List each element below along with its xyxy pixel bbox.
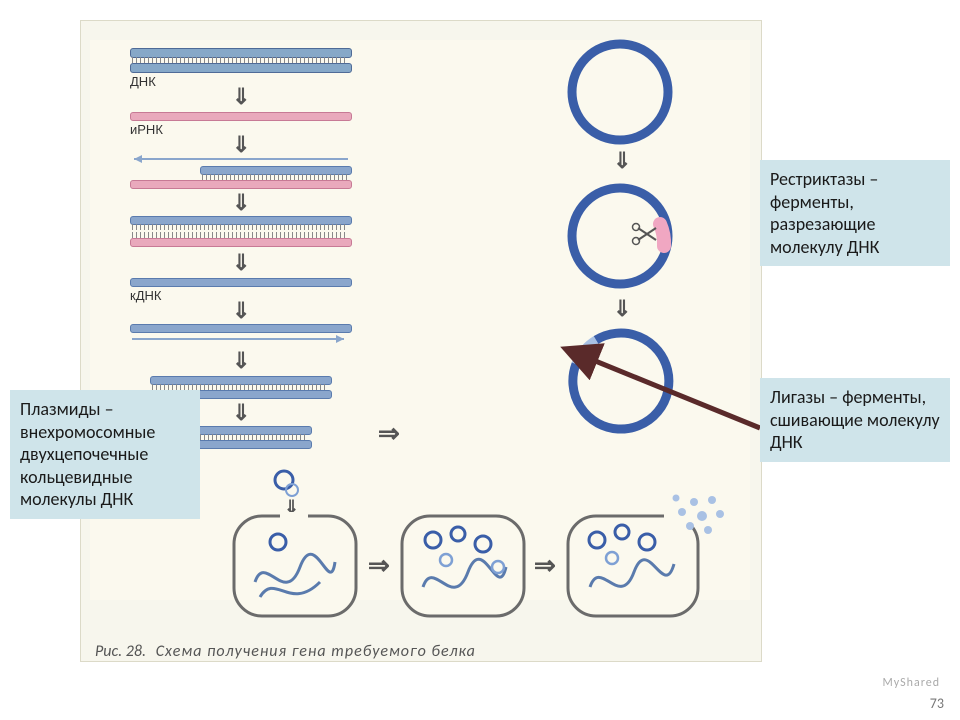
- bacterium-cell-1: [230, 512, 360, 620]
- callout-ligazy: Лигазы – ферменты, сшивающие молекулу ДН…: [760, 378, 950, 462]
- plasmid-down-arrow-1: ⇓: [613, 150, 631, 172]
- cell-arrow-2: ⇒: [534, 552, 556, 578]
- cdna-single: [130, 278, 352, 287]
- down-arrow-2: ⇓: [232, 134, 250, 156]
- caption-text: Схема получения гена требуемого белка: [156, 642, 476, 661]
- figure-caption: Рис. 28. Схема получения гена требуемого…: [95, 642, 476, 661]
- dsep-teeth-bottom: [132, 232, 348, 238]
- down-arrow-5: ⇓: [232, 300, 250, 322]
- rt-arrow-icon: [130, 154, 350, 164]
- plasmid-intact: [560, 32, 680, 152]
- down-arrow-4: ⇓: [232, 252, 250, 274]
- insert-to-plasmid-arrow: ⇒: [378, 420, 400, 446]
- caption-prefix: Рис. 28.: [95, 642, 146, 661]
- slide-number: 73: [930, 695, 944, 712]
- cell-arrow-1: ⇒: [368, 552, 390, 578]
- down-arrow-3: ⇓: [232, 192, 250, 214]
- label-kdnk: кДНК: [130, 288, 161, 303]
- pol-arrow-icon: [130, 333, 350, 345]
- down-arrow-7: ⇓: [232, 402, 250, 424]
- bacterium-cell-3: [562, 492, 732, 622]
- label-irnk: иРНК: [130, 122, 163, 137]
- dna-strand-bottom: [130, 63, 352, 73]
- down-arrow-1: ⇓: [232, 86, 250, 108]
- plasmid-cut: [560, 176, 700, 296]
- dsep-teeth-top: [132, 224, 348, 230]
- dsep-bottom: [130, 238, 352, 247]
- down-arrow-6: ⇓: [232, 350, 250, 372]
- plasmid-down-arrow-2: ⇓: [613, 298, 631, 320]
- ligazy-pointer-arrow: [560, 340, 770, 440]
- mrna-template-strand: [130, 180, 352, 189]
- label-dnk: ДНК: [130, 74, 156, 89]
- callout-plazmidy: Плазмиды – внехромосомные двухцепочечные…: [10, 390, 200, 519]
- cdna-arrow-top: [130, 324, 352, 333]
- mrna-strand: [130, 112, 352, 121]
- watermark: MyShared: [882, 676, 940, 690]
- bacterium-cell-2: [398, 512, 528, 620]
- callout-restriktazy: Рестриктазы – ферменты, разрезающие моле…: [760, 160, 950, 266]
